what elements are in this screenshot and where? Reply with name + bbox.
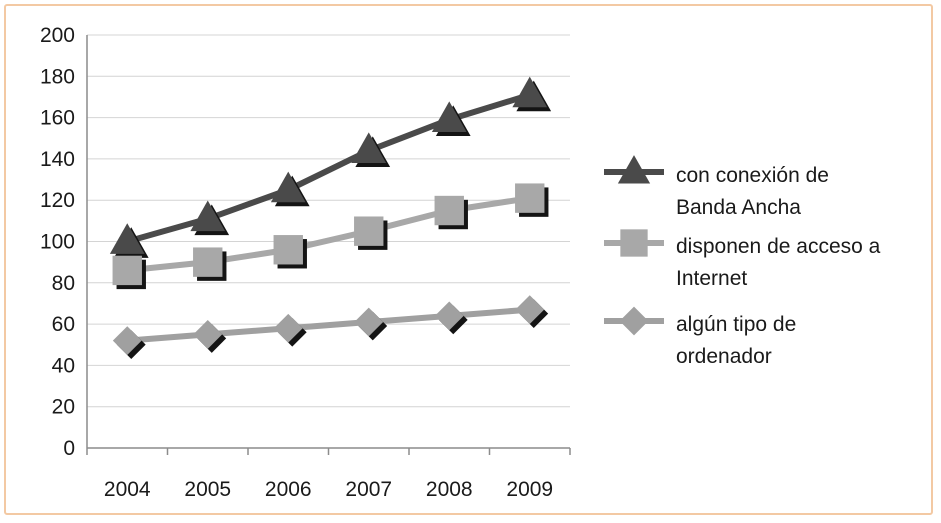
legend-label: Internet bbox=[676, 267, 747, 290]
y-tick-label: 120 bbox=[40, 189, 75, 212]
legend-label: con conexión de bbox=[676, 164, 829, 187]
legend-marker-square bbox=[620, 229, 648, 257]
legend-label: algún tipo de bbox=[676, 313, 796, 336]
data-point-triangle bbox=[431, 101, 467, 133]
y-tick-label: 0 bbox=[63, 437, 75, 460]
x-tick-label: 2004 bbox=[104, 478, 151, 501]
data-point-square bbox=[112, 255, 142, 286]
y-tick-label: 200 bbox=[40, 24, 75, 47]
data-point-square bbox=[193, 247, 223, 277]
data-point-triangle bbox=[109, 223, 145, 254]
data-point-square bbox=[515, 183, 545, 213]
data-point-diamond bbox=[434, 301, 464, 331]
legend-marker-triangle bbox=[617, 155, 651, 184]
y-tick-label: 160 bbox=[40, 107, 75, 130]
data-point-diamond bbox=[273, 313, 303, 343]
data-point-square bbox=[434, 195, 464, 226]
x-tick-label: 2005 bbox=[184, 478, 231, 501]
data-point-square bbox=[354, 216, 384, 246]
y-tick-label: 100 bbox=[40, 231, 75, 254]
x-tick-label: 2008 bbox=[426, 478, 473, 501]
x-tick-label: 2007 bbox=[345, 478, 392, 501]
data-point-triangle bbox=[190, 200, 226, 232]
legend-label: disponen de acceso a bbox=[676, 235, 881, 258]
series-line-triangle bbox=[126, 92, 531, 245]
y-tick-label: 40 bbox=[52, 354, 75, 377]
x-tick-label: 2009 bbox=[506, 478, 553, 501]
y-tick-label: 60 bbox=[52, 313, 75, 336]
legend-label: ordenador bbox=[676, 345, 772, 368]
x-tick-label: 2006 bbox=[265, 478, 312, 501]
chart-frame bbox=[4, 4, 933, 515]
data-point-triangle bbox=[512, 76, 548, 108]
data-point-diamond bbox=[193, 320, 223, 349]
y-tick-label: 140 bbox=[40, 148, 75, 171]
y-tick-label: 20 bbox=[52, 396, 75, 419]
data-point-diamond bbox=[112, 326, 142, 356]
y-tick-label: 180 bbox=[40, 65, 75, 88]
y-tick-label: 80 bbox=[52, 272, 75, 295]
legend-label: Banda Ancha bbox=[676, 196, 801, 219]
data-point-diamond bbox=[515, 295, 545, 325]
series-line-diamond bbox=[127, 306, 530, 344]
data-point-diamond bbox=[354, 307, 384, 337]
data-point-triangle bbox=[270, 171, 306, 203]
series-line-square bbox=[126, 195, 531, 274]
legend-marker-diamond bbox=[619, 306, 649, 336]
data-point-square bbox=[273, 235, 303, 265]
data-point-triangle bbox=[351, 132, 387, 163]
